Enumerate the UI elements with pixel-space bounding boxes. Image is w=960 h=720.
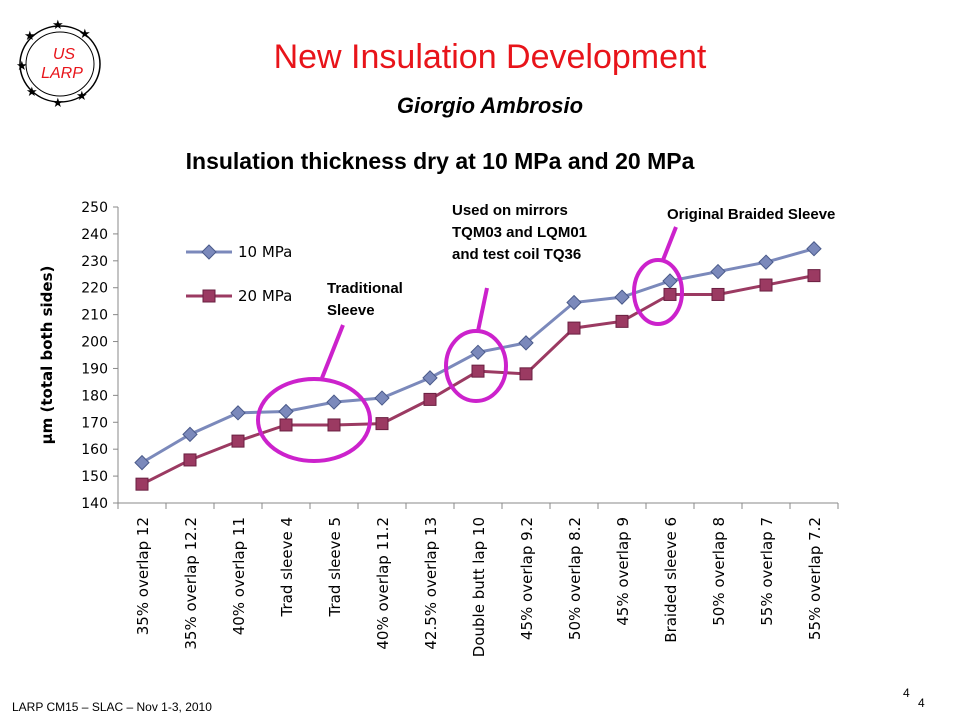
us-larp-logo: ★ ★ ★ ★ ★ ★ ★ US LARP	[16, 18, 101, 110]
annotation-traditional-sleeve: Traditional Sleeve	[327, 280, 403, 319]
svg-text:★: ★	[24, 28, 36, 43]
y-tick-label: 160	[81, 442, 108, 458]
x-tick-label: 42.5% overlap 13	[422, 517, 440, 650]
annotation-original-braided-sleeve: Original Braided Sleeve	[667, 206, 836, 223]
svg-text:★: ★	[52, 18, 64, 32]
y-tick-label: 200	[81, 335, 108, 351]
x-tick-label: 35% overlap 12	[134, 517, 152, 635]
data-point-20mpa	[567, 321, 581, 335]
data-point-20mpa	[327, 418, 341, 432]
data-point-10mpa	[806, 241, 822, 257]
x-tick-label: 40% overlap 11.2	[374, 517, 392, 650]
data-point-20mpa	[135, 477, 149, 491]
logo-text-us: US	[53, 46, 76, 63]
data-point-10mpa	[134, 454, 150, 471]
data-point-20mpa	[663, 287, 677, 301]
page-number: 4	[903, 686, 910, 700]
svg-text:★: ★	[52, 95, 64, 110]
data-point-20mpa	[375, 417, 389, 431]
data-point-10mpa	[278, 403, 294, 420]
highlight-circle-braided	[632, 258, 684, 326]
data-point-10mpa	[758, 254, 774, 270]
svg-text:★: ★	[16, 58, 28, 73]
data-point-10mpa	[182, 426, 198, 443]
data-point-10mpa	[230, 405, 246, 421]
x-tick-label: Trad sleeve 4	[278, 517, 296, 617]
data-point-10mpa	[518, 335, 534, 351]
slide-author: Giorgio Ambrosio	[396, 93, 584, 118]
annotation-used-on-mirrors: Used on mirrors TQM03 and LQM01 and test…	[452, 202, 588, 263]
y-tick-label: 140	[81, 496, 108, 512]
x-tick-label: 40% overlap 11	[230, 517, 248, 635]
series-line	[141, 274, 815, 486]
legend-label-20mpa: 20 MPa	[238, 287, 292, 305]
x-tick-label: 45% overlap 9	[614, 517, 632, 626]
x-tick-label: 50% overlap 8.2	[566, 517, 584, 640]
legend-marker-10mpa	[201, 244, 217, 260]
data-point-10mpa	[566, 294, 582, 311]
data-point-10mpa	[422, 370, 438, 386]
x-tick-label: Double butt lap 10	[470, 517, 488, 657]
x-tick-label: Braided sleeve 6	[662, 517, 680, 643]
data-point-10mpa	[470, 344, 486, 361]
data-point-20mpa	[423, 392, 437, 406]
footer-text: LARP CM15 – SLAC – Nov 1-3, 2010	[12, 700, 212, 714]
y-tick-label: 180	[81, 388, 108, 404]
svg-text:★: ★	[79, 26, 91, 41]
x-tick-label: 50% overlap 8	[710, 517, 728, 626]
y-tick-label: 220	[81, 281, 108, 297]
highlight-circle-traditional	[256, 377, 372, 463]
highlight-circle-mirrors	[444, 329, 508, 403]
data-point-20mpa	[807, 269, 821, 283]
y-tick-label: 240	[81, 227, 108, 243]
svg-text:★: ★	[76, 88, 88, 103]
legend-label-10mpa: 10 MPa	[238, 243, 292, 261]
slide-title: New Insulation Development	[273, 38, 707, 76]
page-number-secondary: 4	[918, 696, 925, 710]
data-point-10mpa	[326, 394, 342, 410]
pointer-line-mirrors	[476, 287, 489, 332]
data-point-20mpa	[711, 287, 725, 301]
data-point-20mpa	[759, 278, 773, 292]
y-tick-label: 170	[81, 415, 108, 431]
y-tick-label: 190	[81, 361, 108, 377]
y-tick-label: 250	[81, 200, 108, 216]
svg-text:★: ★	[26, 84, 38, 99]
x-tick-label: 55% overlap 7	[758, 517, 776, 626]
logo-text-larp: LARP	[41, 65, 83, 82]
data-point-20mpa	[183, 453, 197, 467]
data-point-10mpa	[374, 390, 390, 406]
y-tick-label: 230	[81, 254, 108, 270]
data-point-10mpa	[662, 273, 678, 289]
chart-title: Insulation thickness dry at 10 MPa and 2…	[185, 148, 695, 174]
pointer-line-traditional	[320, 324, 345, 379]
data-point-20mpa	[279, 418, 293, 432]
data-point-10mpa	[710, 263, 726, 280]
data-point-20mpa	[471, 364, 485, 378]
y-tick-label: 150	[81, 469, 108, 485]
x-tick-label: 45% overlap 9.2	[518, 517, 536, 640]
legend-marker-20mpa	[202, 289, 216, 303]
y-tick-label: 210	[81, 308, 108, 324]
x-tick-label: 35% overlap 12.2	[182, 517, 200, 650]
data-point-10mpa	[614, 289, 630, 305]
pointer-line-braided	[661, 226, 678, 261]
y-axis-label: µm (total both sides)	[38, 266, 56, 445]
data-point-20mpa	[519, 367, 533, 381]
x-tick-label: Trad sleeve 5	[326, 517, 344, 617]
data-point-20mpa	[231, 434, 245, 448]
data-point-20mpa	[615, 314, 629, 328]
x-tick-label: 55% overlap 7.2	[806, 517, 824, 640]
